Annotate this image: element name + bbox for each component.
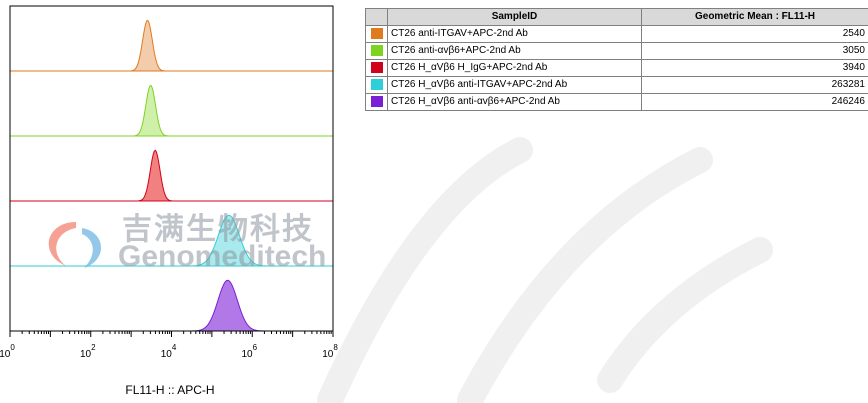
sample-legend-table: SampleID Geometric Mean : FL11-H CT26 an…: [365, 8, 868, 111]
watermark-logo: [48, 222, 102, 268]
x-tick-label: 104: [161, 343, 177, 360]
swatch-header: [365, 8, 388, 26]
x-axis-label: FL11-H :: APC-H: [125, 383, 214, 397]
table-row: CT26 H_αVβ6 anti-αvβ6+APC-2nd Ab 246246: [365, 93, 868, 111]
geomean-cell: 263281: [641, 76, 868, 94]
histogram-curve: [10, 149, 333, 202]
table-header-row: SampleID Geometric Mean : FL11-H: [365, 8, 868, 26]
row-swatch-cell: [365, 93, 388, 111]
table-row: CT26 H_αVβ6 H_IgG+APC-2nd Ab 3940: [365, 59, 868, 77]
geomean-header: Geometric Mean : FL11-H: [641, 8, 868, 26]
sample-id-cell: CT26 anti-ITGAV+APC-2nd Ab: [387, 25, 642, 43]
watermark-chinese-text: 吉满生物科技: [122, 212, 314, 247]
plot-frame: [9, 5, 334, 332]
sample-id-cell: CT26 H_αVβ6 H_IgG+APC-2nd Ab: [387, 59, 642, 77]
histogram-plot: 100 102 104 106 108 FL11-H :: APC-H: [0, 5, 338, 397]
table-row: CT26 H_αVβ6 anti-ITGAV+APC-2nd Ab 263281: [365, 76, 868, 94]
x-tick-label: 108: [322, 343, 338, 360]
sampleid-header: SampleID: [387, 8, 642, 26]
table-row: CT26 anti-ITGAV+APC-2nd Ab 2540: [365, 25, 868, 43]
table-row: CT26 anti-αvβ6+APC-2nd Ab 3050: [365, 42, 868, 60]
color-swatch: [370, 44, 383, 56]
color-swatch: [370, 95, 383, 107]
histogram-series: [10, 279, 333, 332]
table-body: CT26 anti-ITGAV+APC-2nd Ab 2540 CT26 anti-…: [365, 25, 868, 111]
histogram-series: [10, 149, 333, 202]
x-axis: 100 102 104 106 108: [0, 331, 338, 360]
row-swatch-cell: [365, 25, 388, 43]
sample-id-cell: CT26 anti-αvβ6+APC-2nd Ab: [387, 42, 642, 60]
color-swatch: [370, 78, 383, 90]
row-swatch-cell: [365, 76, 388, 94]
sample-id-cell: CT26 H_αVβ6 anti-αvβ6+APC-2nd Ab: [387, 93, 642, 111]
row-swatch-cell: [365, 42, 388, 60]
geomean-cell: 3050: [641, 42, 868, 60]
series-layer: [10, 19, 333, 332]
color-swatch: [370, 61, 383, 73]
color-swatch: [370, 27, 383, 39]
histogram-series: [10, 19, 333, 72]
histogram-curve: [10, 84, 333, 137]
geomean-cell: 246246: [641, 93, 868, 111]
geomean-cell: 2540: [641, 25, 868, 43]
watermark-english-text: Genomeditech: [118, 240, 327, 273]
histogram-curve: [10, 279, 333, 332]
histogram-series: [10, 84, 333, 137]
x-tick-label: 106: [241, 343, 257, 360]
geomean-cell: 3940: [641, 59, 868, 77]
row-swatch-cell: [365, 59, 388, 77]
x-tick-label: 100: [0, 343, 15, 360]
histogram-curve: [10, 19, 333, 72]
sample-id-cell: CT26 H_αVβ6 anti-ITGAV+APC-2nd Ab: [387, 76, 642, 94]
x-tick-label: 102: [80, 343, 96, 360]
histogram-series: [10, 214, 333, 267]
